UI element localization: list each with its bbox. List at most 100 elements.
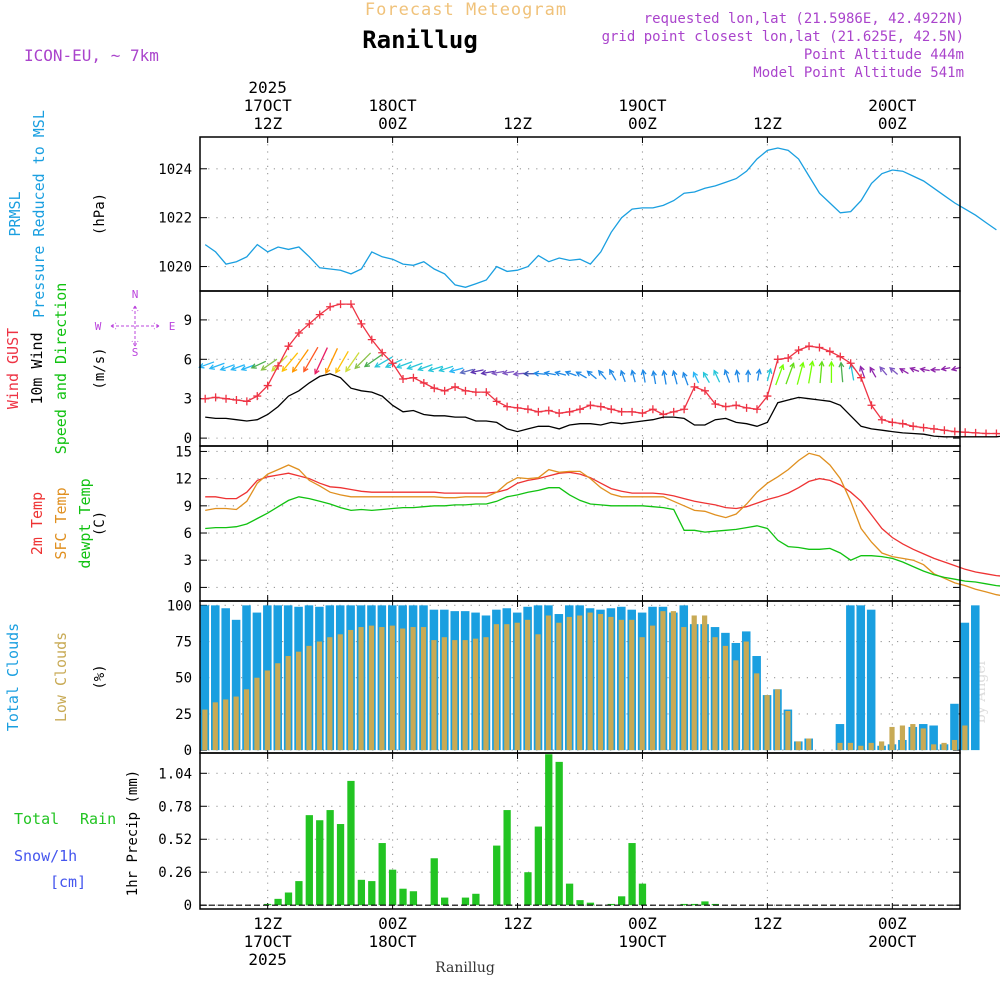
wind-arrow-head bbox=[661, 369, 668, 376]
y-tick-label: 1022 bbox=[158, 211, 192, 227]
gust-marker bbox=[638, 409, 647, 418]
time-label-bottom: 2025 bbox=[248, 950, 287, 969]
wind-arrow-shaft bbox=[555, 371, 567, 376]
wind-arrow bbox=[869, 366, 877, 378]
wind-arrow bbox=[281, 352, 299, 373]
low-cloud-bar bbox=[358, 627, 364, 751]
time-label-top: 19OCT bbox=[618, 96, 667, 115]
wind-arrow bbox=[597, 369, 607, 380]
panel-labels: PRMSL Pressure Reduced to MSL (hPa) Wind GU… bbox=[4, 78, 917, 969]
low-cloud-bar bbox=[420, 627, 427, 751]
wind-arrow-head bbox=[417, 365, 424, 372]
gust-marker bbox=[836, 352, 845, 361]
total-cloud-bar bbox=[856, 605, 866, 751]
gust-marker bbox=[440, 386, 449, 395]
wind-arrow-head bbox=[303, 366, 309, 373]
wind-arrow-head bbox=[384, 362, 392, 368]
wind-arrow-shaft bbox=[785, 363, 795, 385]
time-label-top: 00Z bbox=[878, 114, 907, 133]
wind-arrow-shaft bbox=[481, 370, 495, 375]
precip-label-snow: Snow/1h bbox=[14, 847, 77, 865]
gust-marker bbox=[971, 428, 980, 437]
wind-arrow-shaft bbox=[941, 367, 951, 370]
wind-arrow-head bbox=[630, 369, 636, 376]
gust-marker bbox=[388, 359, 397, 368]
low-cloud-bar bbox=[837, 742, 843, 751]
precip-bar bbox=[628, 843, 636, 906]
wind-arrow-head bbox=[575, 371, 582, 377]
low-cloud-bar bbox=[389, 625, 395, 751]
precip-bar bbox=[524, 872, 532, 906]
gust-marker bbox=[700, 386, 709, 395]
wind-arrow-head bbox=[512, 370, 519, 377]
precip-bar bbox=[368, 881, 376, 906]
wind-arrow-head bbox=[314, 368, 320, 375]
y-tick-label: 25 bbox=[175, 707, 192, 723]
wind-arrow bbox=[512, 370, 525, 377]
y-tick-label: 6 bbox=[184, 526, 192, 542]
y-tick-label: 9 bbox=[184, 313, 192, 329]
wind-arrow bbox=[899, 368, 909, 375]
wind-arrow-shaft bbox=[775, 364, 784, 386]
wind-arrow-shaft bbox=[565, 371, 577, 377]
panel-label-clouds: Total Clouds bbox=[4, 623, 22, 731]
precip-bar bbox=[503, 810, 511, 906]
low-cloud-bar bbox=[514, 622, 520, 751]
gust-marker bbox=[253, 392, 262, 401]
wind-arrow-shaft bbox=[663, 370, 667, 385]
y-tick-label: 75 bbox=[175, 635, 192, 651]
gust-marker bbox=[940, 426, 949, 435]
panel-label-temperature: SFC Temp bbox=[52, 487, 70, 559]
wind-arrow-shaft bbox=[609, 369, 617, 381]
panel-wind: 0 3 6 9 bbox=[184, 290, 1000, 447]
gust-marker bbox=[773, 355, 782, 364]
wind-arrow bbox=[303, 346, 319, 373]
precip-bar bbox=[680, 903, 688, 906]
time-label-top: 00Z bbox=[628, 114, 657, 133]
low-cloud-bar bbox=[493, 624, 500, 751]
low-cloud-bar bbox=[764, 695, 770, 751]
wind-arrow-head bbox=[532, 370, 540, 377]
wind-arrow-shaft bbox=[889, 367, 899, 375]
time-label-bottom: 12Z bbox=[753, 914, 782, 933]
low-cloud-bar bbox=[212, 702, 218, 751]
precip-bar bbox=[378, 843, 386, 906]
wind-arrow-shaft bbox=[281, 352, 299, 372]
gust-marker bbox=[607, 405, 616, 414]
gust-marker bbox=[284, 342, 293, 351]
wind-arrow-head bbox=[818, 360, 825, 367]
wind-arrow-head bbox=[859, 365, 865, 372]
gust-marker bbox=[929, 424, 938, 433]
wind-arrow-head bbox=[609, 368, 615, 375]
y-tick-label: 3 bbox=[184, 553, 192, 569]
precip-bar bbox=[701, 901, 709, 906]
gust-marker bbox=[336, 300, 345, 309]
wind-arrow-head bbox=[438, 366, 445, 373]
wind-arrow-head bbox=[789, 362, 795, 369]
low-cloud-bar bbox=[899, 725, 906, 751]
panel-label-clouds: Low Clouds bbox=[52, 632, 70, 722]
wind-arrow-head bbox=[522, 370, 529, 377]
gust-marker bbox=[763, 392, 772, 401]
wind-arrow bbox=[575, 371, 587, 379]
gust-marker bbox=[357, 319, 366, 328]
wind-arrow bbox=[651, 370, 657, 385]
y-tick-label: 100 bbox=[167, 598, 192, 614]
wind-arrow-shaft bbox=[534, 372, 546, 375]
wind-arrow-shaft bbox=[736, 370, 740, 383]
low-cloud-bar bbox=[920, 728, 926, 751]
gust-marker bbox=[565, 407, 574, 416]
y-tick-label: 6 bbox=[184, 352, 192, 368]
wind-arrow bbox=[406, 362, 423, 370]
wind-arrow-head bbox=[324, 367, 331, 375]
wind-arrow-shaft bbox=[209, 362, 225, 370]
gust-marker bbox=[242, 397, 251, 406]
wind-arrow-head bbox=[778, 363, 785, 371]
gust-marker bbox=[586, 401, 595, 410]
panel-frame bbox=[199, 136, 961, 292]
low-cloud-bar bbox=[410, 627, 416, 751]
wind-arrow-head bbox=[671, 369, 678, 377]
time-label-bottom: 17OCT bbox=[244, 932, 293, 951]
wind-arrow-head bbox=[723, 368, 730, 376]
gust-marker bbox=[732, 401, 741, 410]
